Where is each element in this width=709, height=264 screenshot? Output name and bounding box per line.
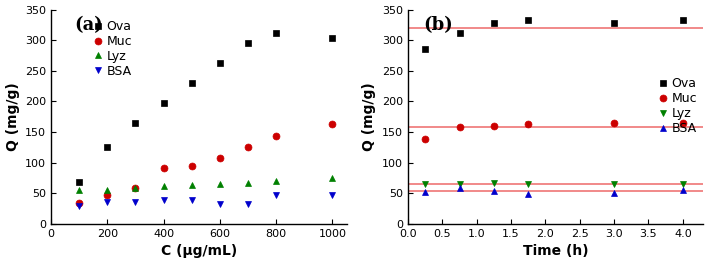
Muc <box>187 165 196 168</box>
Lyz <box>610 183 618 186</box>
Legend: Ova, Muc, Lyz, BSA: Ova, Muc, Lyz, BSA <box>658 77 697 135</box>
Lyz <box>421 183 430 186</box>
Line: BSA: BSA <box>76 192 336 210</box>
BSA <box>328 194 337 197</box>
Ova <box>160 102 168 105</box>
BSA <box>131 200 140 204</box>
Muc <box>328 122 337 126</box>
Muc <box>421 138 430 141</box>
Ova <box>328 36 337 39</box>
Line: Muc: Muc <box>76 121 336 206</box>
Lyz <box>187 183 196 186</box>
BSA <box>679 188 687 191</box>
Line: Muc: Muc <box>422 119 686 143</box>
Line: Ova: Ova <box>422 17 686 53</box>
Lyz <box>75 189 84 192</box>
Lyz <box>490 181 498 185</box>
Ova <box>610 21 618 25</box>
Muc <box>160 167 168 170</box>
Muc <box>490 124 498 128</box>
Line: Ova: Ova <box>76 29 336 186</box>
Lyz <box>131 187 140 190</box>
BSA <box>187 198 196 201</box>
Y-axis label: Q (mg/g): Q (mg/g) <box>362 82 376 151</box>
Line: Lyz: Lyz <box>76 175 336 194</box>
Lyz <box>455 183 464 186</box>
Muc <box>524 122 532 125</box>
Ova <box>216 62 224 65</box>
Ova <box>524 18 532 22</box>
BSA <box>272 194 281 197</box>
Muc <box>75 201 84 204</box>
Muc <box>272 134 281 137</box>
Ova <box>244 42 252 45</box>
BSA <box>160 198 168 201</box>
Lyz <box>103 189 111 192</box>
X-axis label: Time (h): Time (h) <box>523 244 588 258</box>
Lyz <box>328 177 337 180</box>
Lyz <box>160 185 168 188</box>
Ova <box>75 181 84 184</box>
Muc <box>610 121 618 125</box>
BSA <box>75 205 84 208</box>
BSA <box>610 192 618 195</box>
Ova <box>187 82 196 85</box>
BSA <box>524 192 532 196</box>
BSA <box>455 186 464 190</box>
Muc <box>103 193 111 196</box>
Lyz <box>679 183 687 186</box>
Ova <box>103 146 111 149</box>
Legend: Ova, Muc, Lyz, BSA: Ova, Muc, Lyz, BSA <box>93 20 132 78</box>
X-axis label: C (μg/mL): C (μg/mL) <box>161 244 237 258</box>
Ova <box>272 31 281 34</box>
BSA <box>216 203 224 206</box>
BSA <box>244 203 252 206</box>
Line: BSA: BSA <box>422 184 686 197</box>
Ova <box>455 31 464 34</box>
Ova <box>679 18 687 22</box>
BSA <box>421 190 430 193</box>
Muc <box>216 156 224 159</box>
Muc <box>679 121 687 125</box>
Muc <box>455 126 464 129</box>
Ova <box>421 48 430 51</box>
Text: (a): (a) <box>74 16 104 34</box>
Muc <box>244 145 252 148</box>
Lyz <box>216 183 224 186</box>
Ova <box>131 121 140 125</box>
Lyz <box>244 181 252 185</box>
Lyz <box>524 182 532 185</box>
Ova <box>490 21 498 25</box>
Text: (b): (b) <box>423 16 452 34</box>
Line: Lyz: Lyz <box>422 180 686 188</box>
BSA <box>103 200 111 204</box>
Muc <box>131 187 140 190</box>
Lyz <box>272 180 281 183</box>
BSA <box>490 189 498 192</box>
Y-axis label: Q (mg/g): Q (mg/g) <box>6 82 20 151</box>
